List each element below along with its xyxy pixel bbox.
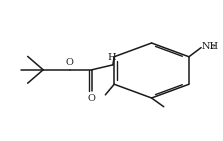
Text: O: O [65,58,73,67]
Text: NH: NH [202,42,219,51]
Text: O: O [88,94,96,103]
Text: 2: 2 [211,43,215,51]
Text: H: H [108,53,116,62]
